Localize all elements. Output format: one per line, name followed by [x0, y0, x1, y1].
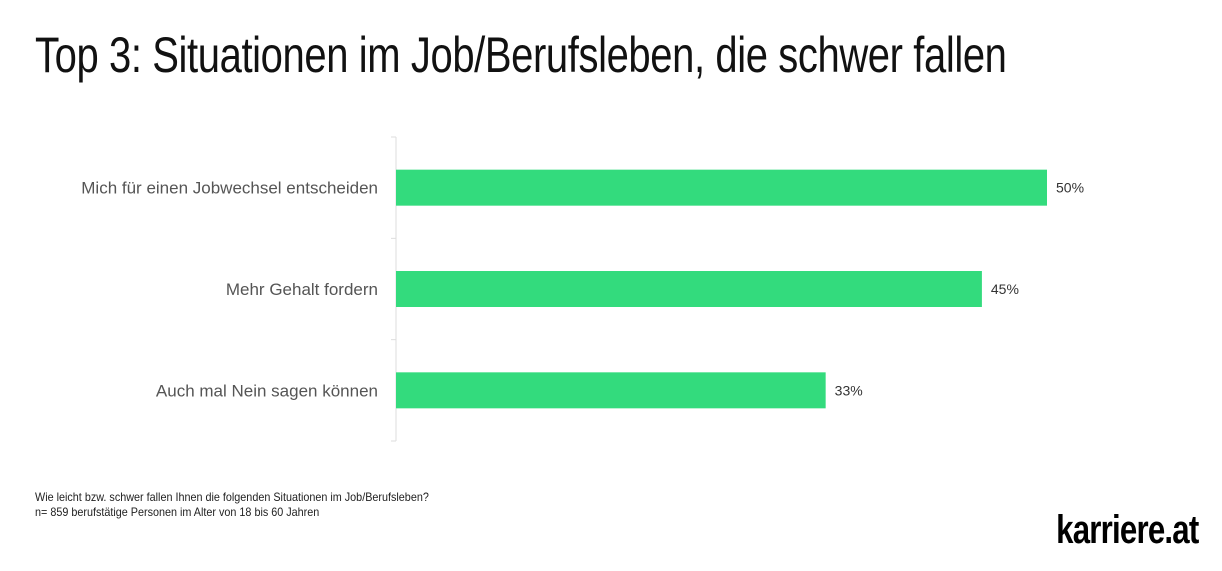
sample-size: n= 859 berufstätige Personen im Alter vo… — [35, 505, 320, 519]
chart-title: Top 3: Situationen im Job/Berufsleben, d… — [35, 27, 1007, 83]
data-label: 33% — [835, 382, 863, 398]
category-label: Mich für einen Jobwechsel entscheiden — [81, 179, 378, 198]
data-label: 45% — [991, 281, 1019, 297]
survey-question: Wie leicht bzw. schwer fallen Ihnen die … — [35, 490, 429, 504]
data-label: 50% — [1056, 180, 1084, 196]
bar — [396, 271, 982, 307]
bar — [396, 372, 826, 409]
bar — [396, 169, 1047, 206]
category-label: Auch mal Nein sagen können — [156, 381, 378, 400]
footnote: Wie leicht bzw. schwer fallen Ihnen die … — [35, 490, 429, 520]
karriere-logo: karriere.at — [1055, 508, 1199, 552]
category-label: Mehr Gehalt fordern — [226, 280, 378, 299]
